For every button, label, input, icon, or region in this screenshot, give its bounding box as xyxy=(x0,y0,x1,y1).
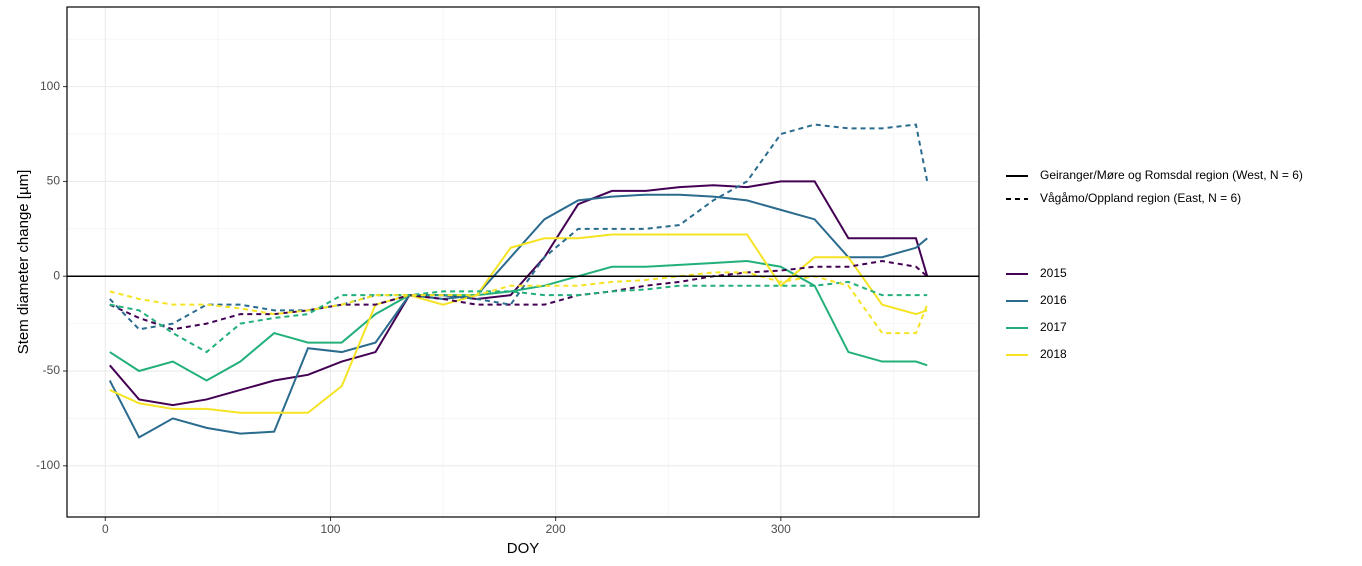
series-line xyxy=(109,260,928,382)
legend-label: Vågåmo/Oppland region (East, N = 6) xyxy=(1040,191,1241,205)
y-tick-label: 100 xyxy=(40,79,60,93)
series-line xyxy=(109,271,929,335)
series-line xyxy=(109,233,928,414)
x-axis-label: DOY xyxy=(507,540,540,557)
legend-label: 2015 xyxy=(1040,266,1067,280)
y-tick-label: 0 xyxy=(53,268,60,282)
series-line xyxy=(108,193,928,439)
y-tick-label: -100 xyxy=(36,458,60,472)
series-line xyxy=(109,260,928,331)
x-tick-label: 100 xyxy=(320,522,340,536)
series-line xyxy=(109,123,929,331)
legend-label: 2017 xyxy=(1040,320,1067,334)
x-tick-label: 200 xyxy=(546,522,566,536)
legend-label: 2016 xyxy=(1040,293,1067,307)
legend-label: 2018 xyxy=(1040,347,1067,361)
x-tick-label: 300 xyxy=(771,522,791,536)
plot-border xyxy=(66,6,980,518)
y-axis-label: Stem diameter change [µm] xyxy=(15,170,32,355)
x-tick-label: 0 xyxy=(102,522,109,536)
legend-label: Geiranger/Møre og Romsdal region (West, … xyxy=(1040,168,1303,182)
y-tick-label: -50 xyxy=(43,363,61,377)
y-tick-label: 50 xyxy=(47,174,61,188)
